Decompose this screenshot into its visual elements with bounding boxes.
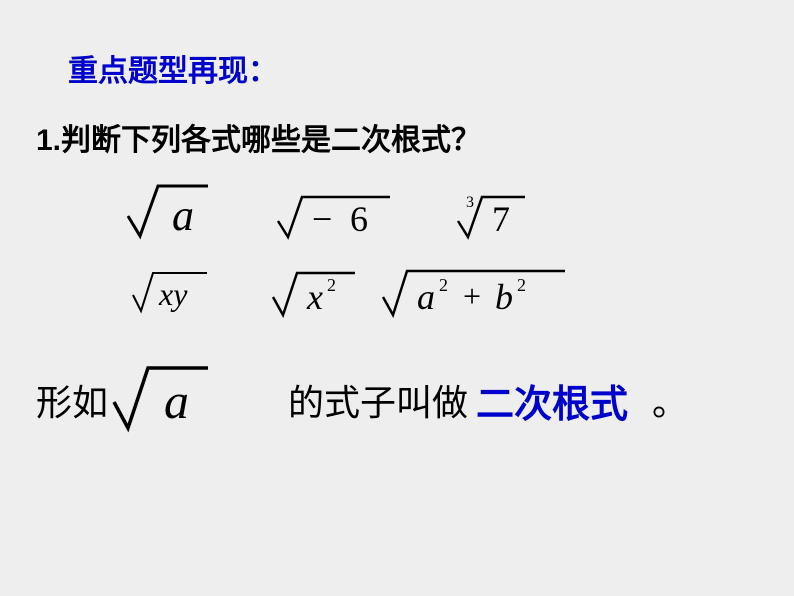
svg-text:6: 6 <box>350 199 368 239</box>
svg-text:b: b <box>495 277 513 317</box>
def-mid: 的式子叫做 <box>288 374 468 426</box>
sqrt-xy-icon: xy <box>125 265 225 325</box>
svg-text:xy: xy <box>158 276 188 312</box>
svg-text:2: 2 <box>327 275 336 295</box>
svg-text:x: x <box>306 277 323 317</box>
definition-row: 形如 a 的式子叫做 二次根式 。 <box>36 360 688 440</box>
section-title: 重点题型再现： <box>68 46 278 90</box>
def-prefix: 形如 <box>36 374 108 426</box>
sqrt-a2b2-icon: a 2 + b 2 <box>375 265 575 325</box>
svg-text:a: a <box>164 373 189 429</box>
sqrt-x2-icon: x 2 <box>265 265 365 325</box>
svg-text:2: 2 <box>439 275 448 295</box>
svg-text:+: + <box>463 278 481 314</box>
math-row-1: a − 6 3 7 <box>120 178 540 248</box>
svg-text:3: 3 <box>466 194 474 211</box>
svg-text:−: − <box>312 199 332 239</box>
cbrt-7-icon: 3 7 <box>450 187 540 247</box>
def-term: 二次根式 <box>476 373 628 428</box>
question-text: 判断下列各式哪些是二次根式？ <box>61 124 481 157</box>
question-1: 1.判断下列各式哪些是二次根式？ <box>36 115 481 159</box>
svg-text:2: 2 <box>517 275 526 295</box>
sqrt-a-big-icon: a <box>108 360 218 440</box>
svg-text:a: a <box>172 191 194 240</box>
math-row-2: xy x 2 a 2 + b 2 <box>120 265 575 325</box>
sqrt-neg6-icon: − 6 <box>270 187 420 247</box>
sqrt-a-icon: a <box>120 178 220 248</box>
question-number: 1. <box>36 124 61 157</box>
def-end: 。 <box>652 374 688 426</box>
svg-text:7: 7 <box>492 199 510 239</box>
svg-text:a: a <box>417 277 435 317</box>
